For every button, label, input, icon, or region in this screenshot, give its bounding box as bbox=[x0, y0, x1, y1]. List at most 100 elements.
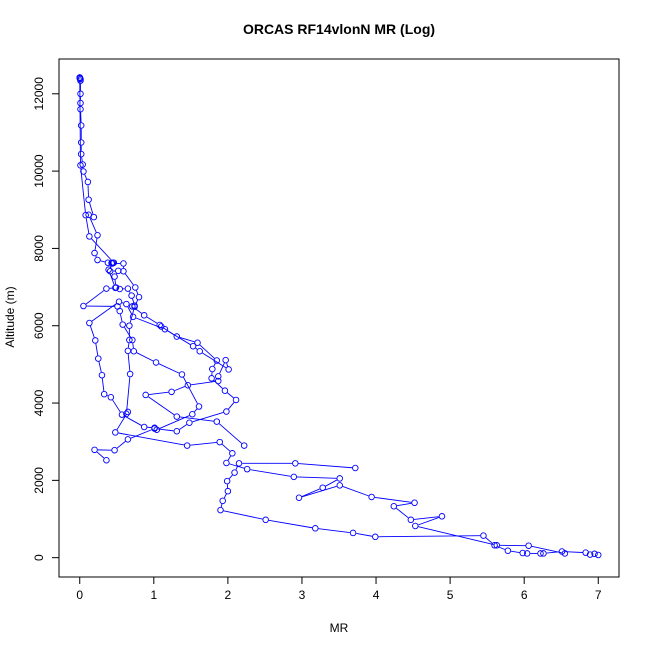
data-point bbox=[124, 285, 132, 292]
data-point bbox=[91, 446, 98, 454]
data-point bbox=[412, 522, 419, 530]
series-line-segment bbox=[157, 428, 174, 432]
series-line-segment bbox=[124, 273, 134, 286]
data-point bbox=[77, 90, 84, 98]
data-point bbox=[312, 525, 319, 532]
series-line-segment bbox=[342, 486, 369, 497]
data-point bbox=[493, 542, 501, 549]
data-point bbox=[161, 325, 169, 333]
series-line-segment bbox=[95, 343, 99, 356]
y-tick-label: 8000 bbox=[32, 235, 46, 262]
series-line-segment bbox=[135, 299, 139, 305]
series-line-segment bbox=[148, 391, 169, 395]
data-point bbox=[128, 292, 135, 299]
data-point bbox=[76, 74, 83, 81]
data-point bbox=[124, 408, 132, 416]
data-point bbox=[372, 533, 379, 541]
series-line-segment bbox=[85, 218, 90, 234]
data-point bbox=[231, 469, 238, 476]
data-point bbox=[80, 302, 87, 310]
data-point bbox=[292, 460, 299, 467]
series-line-segment bbox=[116, 441, 126, 449]
data-point bbox=[196, 347, 203, 355]
data-point bbox=[523, 550, 531, 557]
data-point bbox=[290, 473, 298, 481]
series-3 bbox=[76, 74, 569, 557]
series-line-segment bbox=[89, 202, 94, 215]
data-point bbox=[77, 150, 85, 158]
x-tick-label: 5 bbox=[447, 588, 454, 602]
data-point bbox=[223, 408, 230, 415]
data-point bbox=[77, 162, 84, 169]
data-point bbox=[243, 465, 251, 473]
series-line-segment bbox=[136, 352, 154, 362]
series-line-segment bbox=[250, 469, 291, 477]
series-line-segment bbox=[510, 550, 520, 553]
series-line-segment bbox=[98, 361, 102, 373]
data-point bbox=[115, 298, 123, 306]
data-point bbox=[112, 429, 119, 436]
series-line-segment bbox=[378, 535, 481, 538]
data-point bbox=[519, 549, 526, 557]
series-line-segment bbox=[268, 519, 313, 529]
series-line-segment bbox=[227, 392, 234, 399]
series-line-segment bbox=[129, 309, 135, 323]
series-line-segment bbox=[127, 354, 131, 371]
series-layer bbox=[76, 74, 602, 559]
y-tick-label: 10000 bbox=[32, 154, 46, 188]
data-point bbox=[595, 551, 602, 559]
data-point bbox=[216, 438, 223, 446]
series-line-segment bbox=[167, 330, 191, 345]
series-line-segment bbox=[126, 377, 131, 411]
data-point bbox=[219, 497, 226, 505]
series-line-segment bbox=[136, 290, 139, 295]
data-point bbox=[215, 377, 222, 385]
series-line-segment bbox=[146, 316, 158, 324]
data-point bbox=[107, 393, 115, 401]
data-point bbox=[95, 355, 102, 362]
series-line-segment bbox=[325, 479, 338, 487]
series-line-segment bbox=[148, 396, 175, 416]
data-point bbox=[120, 260, 127, 267]
data-point bbox=[540, 550, 547, 557]
y-axis-title: Altitude (m) bbox=[3, 286, 17, 347]
x-tick-label: 3 bbox=[299, 588, 306, 602]
series-line-segment bbox=[84, 174, 88, 180]
series-line-segment bbox=[118, 432, 185, 446]
data-point bbox=[194, 339, 201, 346]
y-axis: 0 2000 4000 6000 8000 10000 12000 bbox=[32, 77, 60, 561]
series-line-segment bbox=[192, 412, 224, 423]
data-point bbox=[178, 371, 186, 378]
data-point bbox=[229, 450, 236, 457]
data-point bbox=[225, 366, 232, 373]
data-point bbox=[82, 211, 89, 219]
series-line-segment bbox=[132, 343, 134, 349]
data-point bbox=[215, 373, 222, 380]
data-point bbox=[295, 494, 303, 502]
series-line-segment bbox=[565, 551, 583, 553]
data-point bbox=[126, 336, 133, 344]
series-line-segment bbox=[374, 496, 412, 503]
series-line-segment bbox=[116, 414, 127, 430]
series-line-segment bbox=[235, 466, 239, 470]
data-point bbox=[153, 426, 161, 433]
data-point bbox=[114, 303, 121, 310]
data-point bbox=[129, 336, 136, 344]
data-point bbox=[105, 266, 112, 273]
data-point bbox=[140, 312, 148, 319]
series-line-segment bbox=[158, 363, 180, 374]
data-point bbox=[438, 513, 446, 520]
y-tick-label: 0 bbox=[32, 554, 46, 561]
data-point bbox=[319, 484, 326, 491]
data-point bbox=[131, 303, 138, 311]
data-point bbox=[224, 487, 232, 495]
series-line-segment bbox=[226, 363, 229, 367]
data-point bbox=[85, 196, 92, 203]
data-point bbox=[103, 285, 110, 292]
data-point bbox=[94, 232, 101, 239]
x-tick-label: 6 bbox=[521, 588, 528, 602]
data-point bbox=[126, 322, 133, 329]
data-point bbox=[116, 285, 123, 293]
series-line-segment bbox=[356, 533, 373, 537]
